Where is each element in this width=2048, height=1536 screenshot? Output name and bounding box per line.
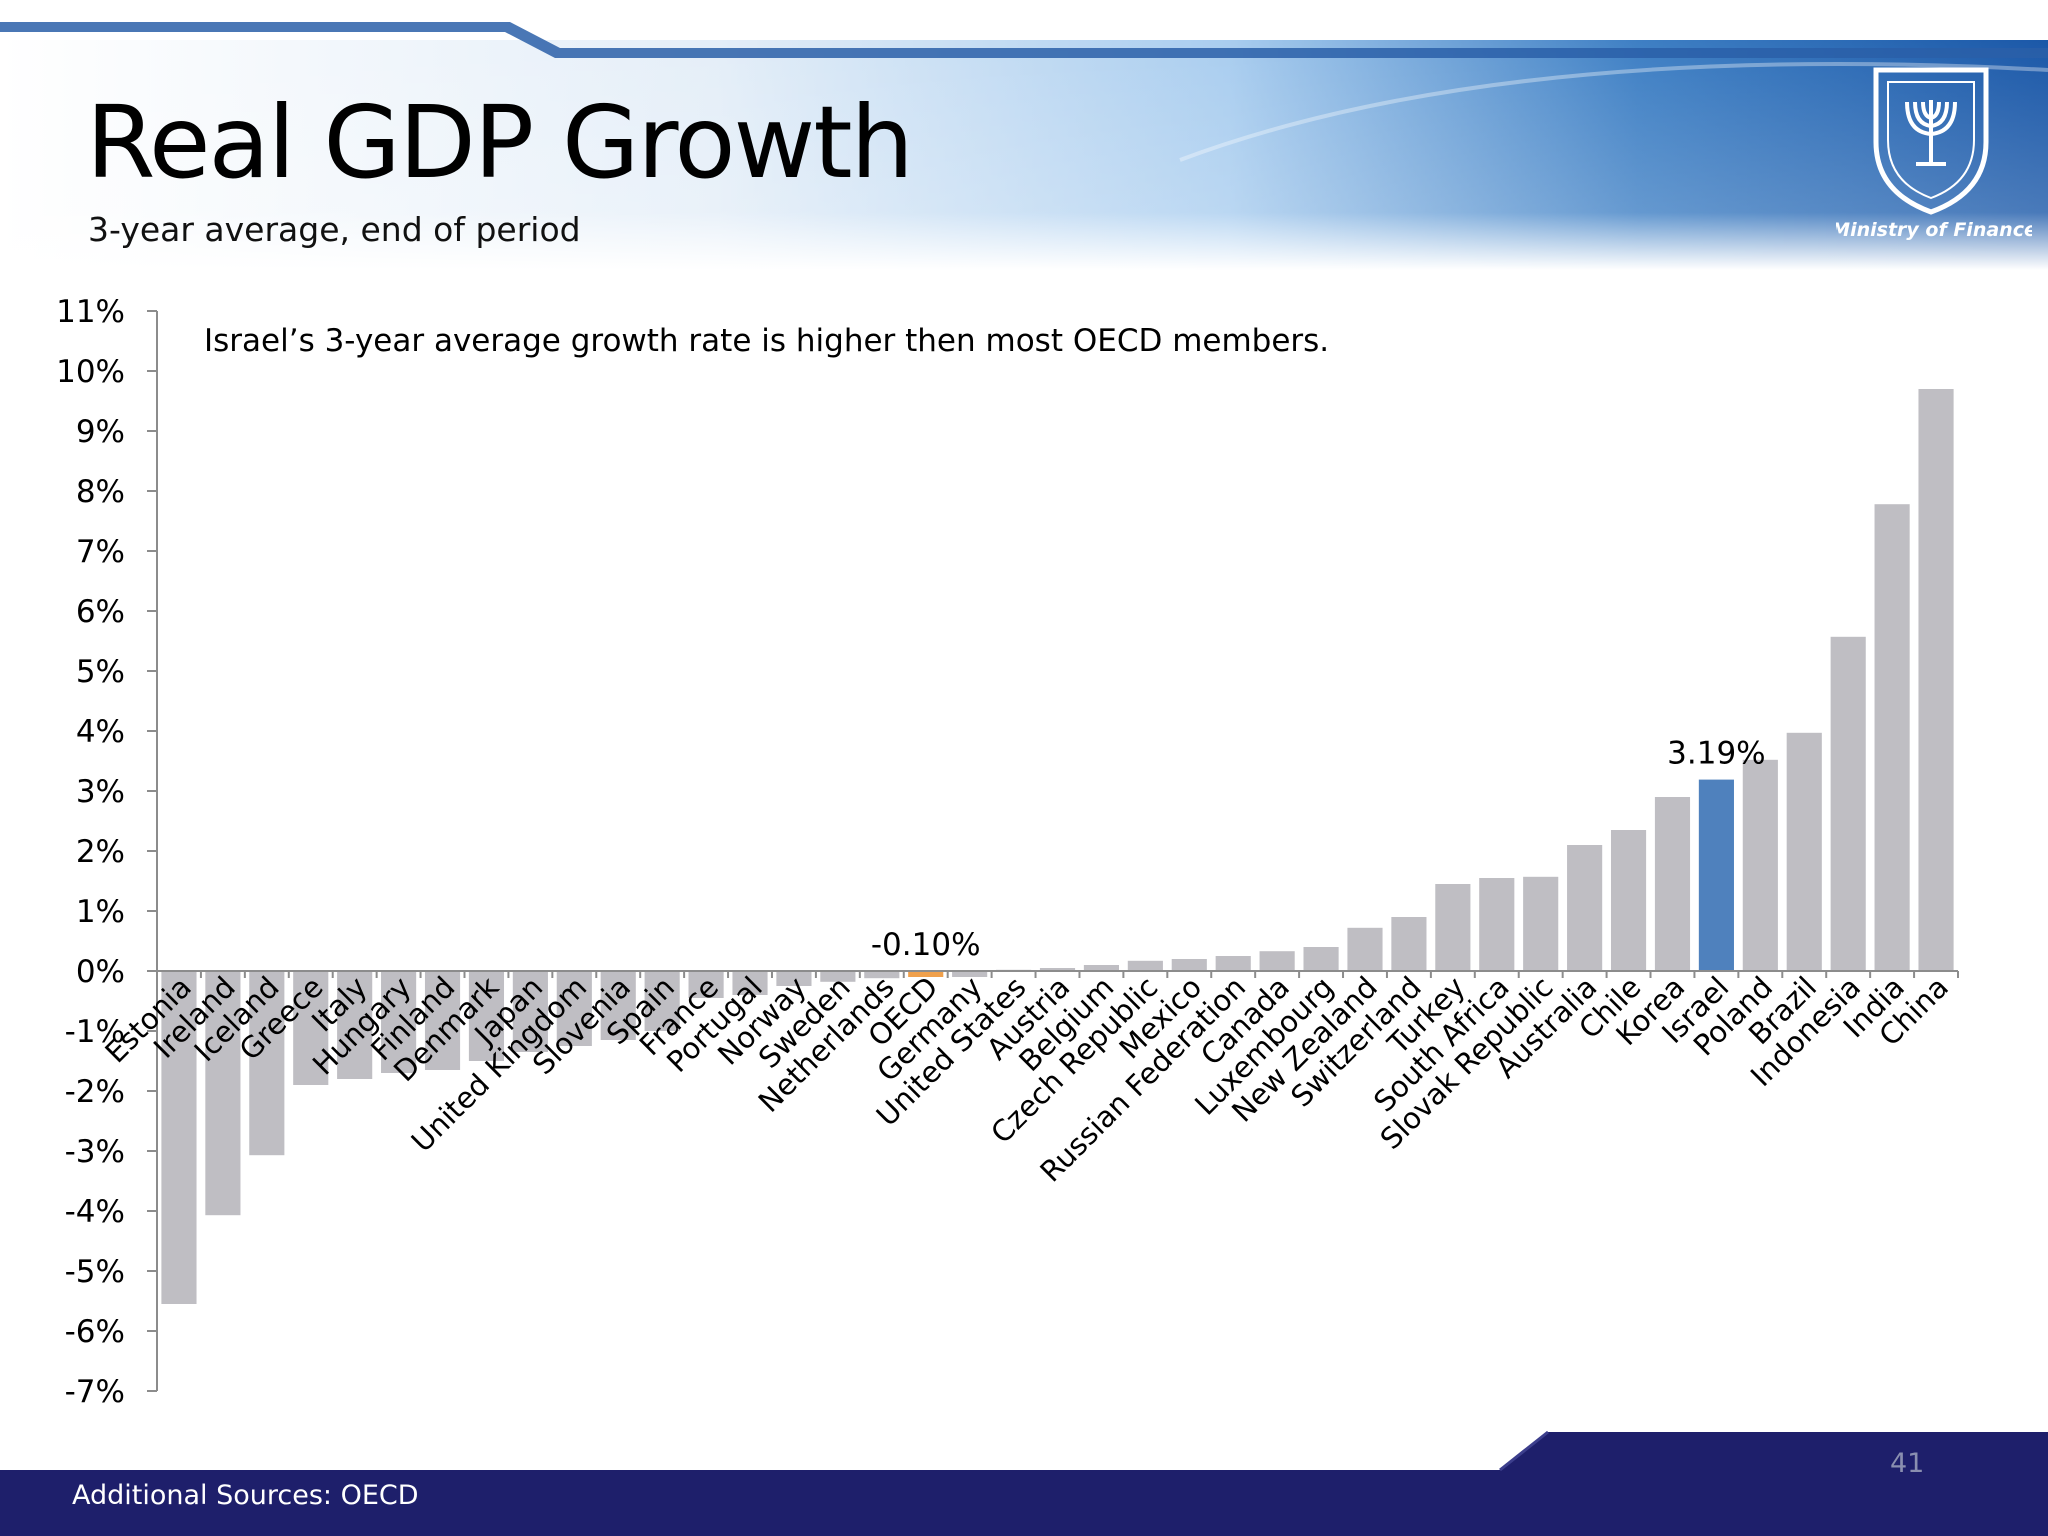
bar-czech-republic (1127, 960, 1163, 971)
bar-oecd (908, 971, 944, 977)
y-tick-label: 3% (76, 774, 125, 810)
data-label-israel: 3.19% (1667, 736, 1765, 772)
bar-denmark (468, 971, 505, 1061)
y-tick-label: 6% (76, 594, 125, 630)
bar-austria (1039, 968, 1076, 971)
y-tick-label: -2% (65, 1074, 125, 1110)
bar-india (1874, 504, 1910, 971)
bar-united-kingdom (556, 971, 592, 1046)
ministry-emblem-logo: Ministry of Finance (1836, 67, 2032, 241)
logo-text: Ministry of Finance (1836, 219, 2032, 241)
y-tick-label: -3% (65, 1134, 125, 1170)
bar-korea (1654, 797, 1691, 971)
chart-annotation: Israel’s 3-year average growth rate is h… (204, 323, 1329, 359)
page-number: 41 (1890, 1448, 1925, 1479)
bar-finland (424, 971, 461, 1070)
y-tick-label: 9% (76, 414, 125, 450)
bars (161, 389, 1954, 1304)
y-axis: 11% 10% 9% 8% 7% 6% 5% 4% 3% 2% 1% 0% -1% -2% -3% -4% -5… (56, 294, 158, 1410)
bar-germany (952, 971, 988, 977)
bar-france (688, 971, 724, 998)
y-tick-label: -6% (65, 1314, 125, 1350)
y-tick-label: 8% (76, 474, 125, 510)
bar-greece (293, 971, 329, 1085)
bar-iceland (249, 971, 285, 1156)
bar-south-africa (1479, 878, 1515, 971)
bar-turkey (1435, 884, 1471, 971)
y-tick-label: 10% (56, 354, 125, 390)
bar-belgium (1083, 965, 1119, 971)
bar-israel (1698, 779, 1734, 971)
y-tick-label: 2% (76, 834, 125, 870)
bar-japan (512, 971, 548, 1052)
bar-sweden (820, 971, 856, 982)
bar-brazil (1786, 732, 1822, 971)
bar-luxembourg (1303, 947, 1339, 971)
gdp-growth-bar-chart: 11% 10% 9% 8% 7% 6% 5% 4% 3% 2% 1% 0% -1% -2% -3% -4% -5… (56, 294, 1959, 1410)
slide-subtitle: 3-year average, end of period (88, 210, 581, 249)
data-label-oecd: -0.10% (871, 927, 981, 963)
bar-china (1918, 389, 1954, 971)
bar-italy (337, 971, 373, 1079)
y-tick-label: -4% (65, 1194, 125, 1230)
bar-hungary (381, 971, 417, 1073)
bar-indonesia (1830, 636, 1866, 971)
footer-source: Additional Sources: OECD (72, 1480, 419, 1511)
y-tick-label: 5% (76, 654, 125, 690)
bar-russian-federation (1215, 956, 1251, 971)
bar-slovenia (600, 971, 636, 1040)
y-tick-label: -5% (65, 1254, 125, 1290)
bar-mexico (1171, 959, 1207, 971)
bar-ireland (205, 971, 241, 1216)
footer-banner (0, 1430, 2048, 1536)
bar-new-zealand (1347, 927, 1383, 971)
y-tick-label: -7% (65, 1374, 125, 1410)
header-banner (0, 22, 2048, 270)
bar-slovak-republic (1523, 876, 1559, 971)
slide-title: Real GDP Growth (86, 84, 914, 201)
bar-norway (776, 971, 812, 986)
bar-canada (1259, 951, 1295, 971)
data-labels: -0.10% 3.19% (871, 736, 1766, 963)
bar-spain (644, 971, 680, 1031)
y-tick-label: 0% (76, 954, 125, 990)
y-tick-label: 1% (76, 894, 125, 930)
bar-netherlands (864, 971, 900, 979)
y-tick-label: 4% (76, 714, 125, 750)
y-tick-label: -1% (65, 1014, 125, 1050)
bar-australia (1567, 845, 1603, 971)
y-tick-label: 11% (56, 294, 125, 330)
bar-estonia (161, 971, 197, 1304)
bar-switzerland (1391, 917, 1427, 971)
bar-poland (1742, 759, 1778, 971)
bar-portugal (732, 971, 768, 995)
bar-chile (1610, 830, 1647, 971)
y-tick-label: 7% (76, 534, 125, 570)
x-axis-labels: EstoniaIrelandIcelandGreeceItalyHungaryF… (98, 970, 1959, 1189)
